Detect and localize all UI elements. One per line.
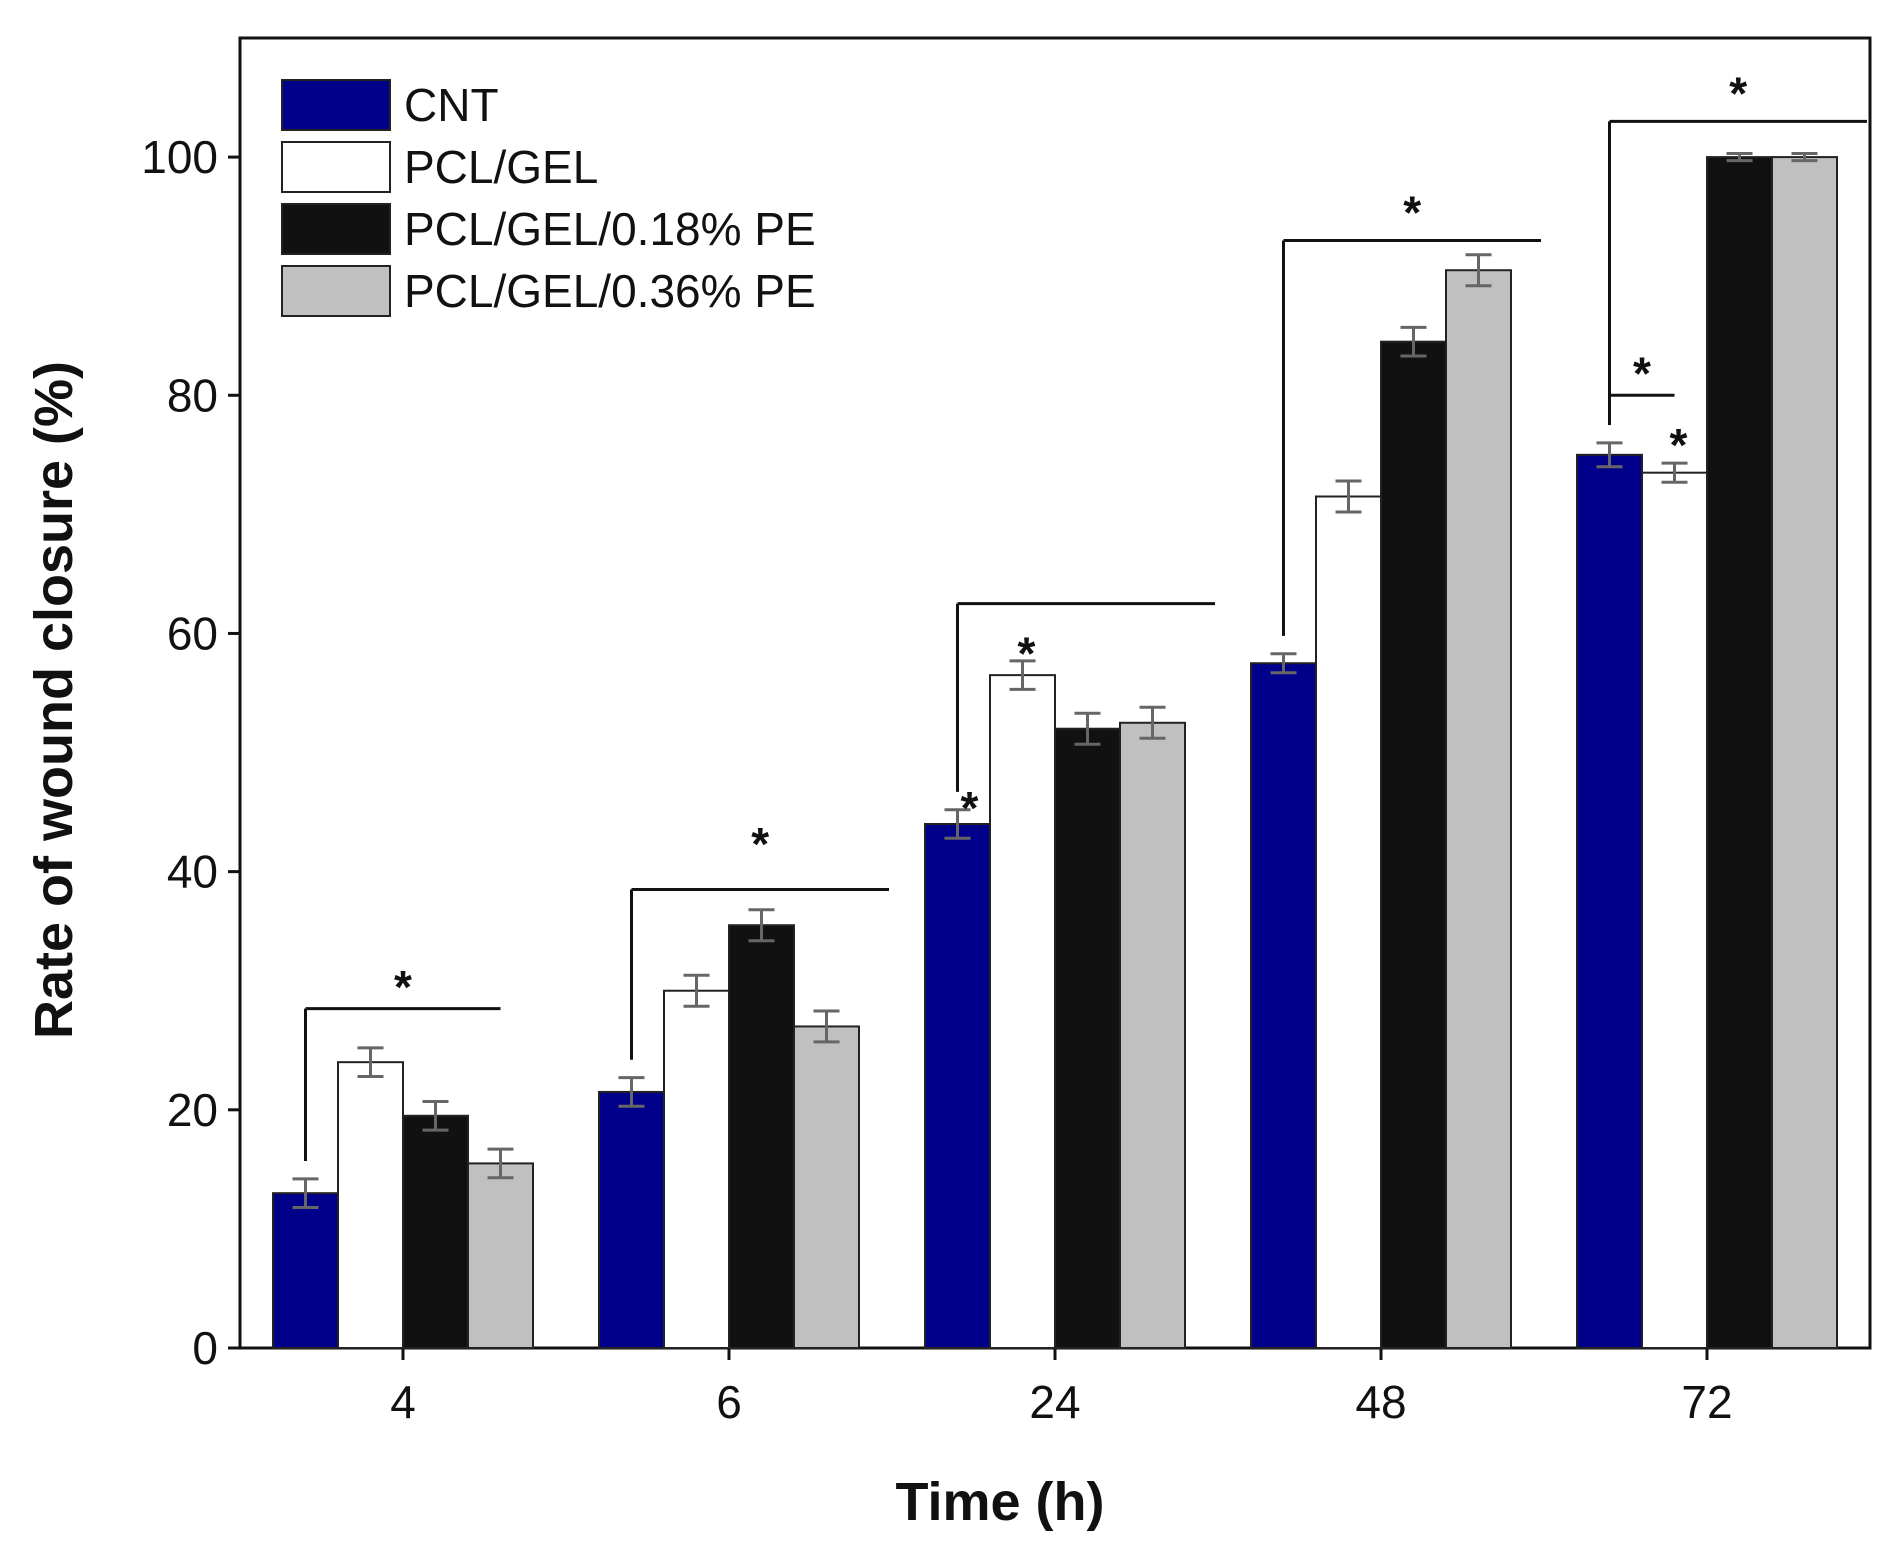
- x-tick-label: 48: [1355, 1376, 1406, 1428]
- x-tick-label: 24: [1029, 1376, 1080, 1428]
- bar-pcl-gel-0-18-pe-48: [1380, 340, 1447, 1349]
- bar-pcl-gel-0-18-pe-24: [1054, 727, 1121, 1349]
- y-tick-label: 100: [141, 131, 218, 183]
- bar-pcl-gel-48: [1315, 495, 1382, 1349]
- bar-cnt-72: [1576, 453, 1643, 1349]
- bar-pcl-gel-0-36-pe-48: [1445, 269, 1512, 1349]
- bar-pcl-gel-0-36-pe-6: [793, 1025, 860, 1350]
- bar-pcl-gel-0-18-pe-4: [402, 1114, 469, 1349]
- bar-pcl-gel-4: [337, 1061, 404, 1349]
- significance-star: *: [1633, 347, 1651, 399]
- x-axis-title: Time (h): [895, 1472, 1104, 1532]
- bar-cnt-24: [924, 823, 991, 1349]
- legend-swatch: [281, 141, 391, 193]
- bar-cnt-48: [1250, 662, 1317, 1349]
- bar-pcl-gel-0-36-pe-24: [1119, 721, 1186, 1349]
- bar-pcl-gel-0-18-pe-6: [728, 924, 795, 1350]
- significance-star: *: [961, 782, 979, 834]
- bar-pcl-gel-0-36-pe-4: [467, 1162, 534, 1349]
- y-tick-label: 80: [167, 369, 218, 421]
- significance-star: *: [1729, 68, 1747, 120]
- legend-label: PCL/GEL/0.18% PE: [404, 203, 816, 255]
- y-tick-label: 60: [167, 607, 218, 659]
- bar-pcl-gel-6: [663, 989, 730, 1350]
- significance-star: *: [1403, 187, 1421, 239]
- y-tick-label: 0: [192, 1322, 218, 1374]
- legend-label: PCL/GEL/0.36% PE: [404, 265, 816, 317]
- significance-star: *: [1018, 627, 1036, 679]
- legend-swatch: [281, 79, 391, 131]
- bar-pcl-gel-0-36-pe-72: [1771, 156, 1838, 1349]
- legend-swatch: [281, 203, 391, 255]
- significance-star: *: [751, 818, 769, 870]
- significance-star: *: [394, 961, 412, 1013]
- plot-area: 0 20 40 60 80 100 4 6 24 48 72 * * * * * * * *: [141, 36, 1872, 1428]
- bar-cnt-6: [598, 1090, 665, 1350]
- y-axis-title: Rate of wound closure (%): [24, 361, 84, 1039]
- y-tick-label: 40: [167, 846, 218, 898]
- x-tick-label: 4: [390, 1376, 416, 1428]
- bar-pcl-gel-72: [1641, 471, 1708, 1349]
- x-tick-label: 6: [716, 1376, 742, 1428]
- bar-cnt-4: [272, 1192, 339, 1349]
- significance-star: *: [1670, 419, 1688, 471]
- x-tick-label: 72: [1681, 1376, 1732, 1428]
- y-tick-label: 20: [167, 1084, 218, 1136]
- bar-pcl-gel-0-18-pe-72: [1706, 156, 1773, 1349]
- legend-label: CNT: [404, 79, 499, 131]
- legend-label: PCL/GEL: [404, 141, 598, 193]
- bar-pcl-gel-24: [989, 674, 1056, 1349]
- legend: CNT PCL/GEL PCL/GEL/0.18% PE PCL/GEL/0.36% …: [281, 79, 816, 317]
- legend-swatch: [281, 265, 391, 317]
